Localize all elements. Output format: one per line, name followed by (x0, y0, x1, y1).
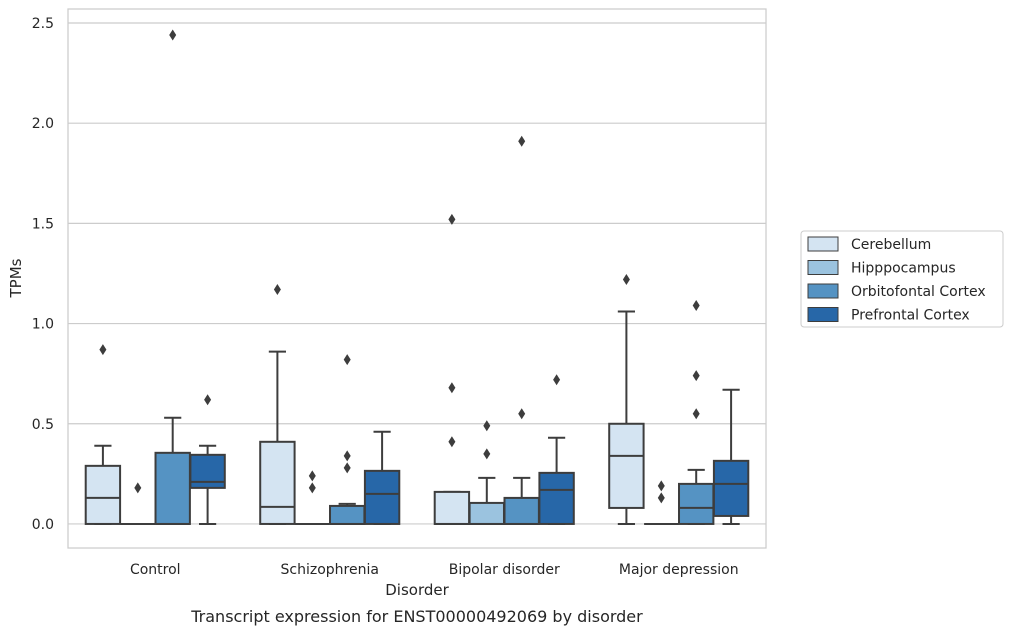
outlier-point (343, 354, 351, 366)
legend-swatch (807, 236, 839, 252)
legend-frame (800, 230, 1004, 328)
box-3-2 (678, 300, 715, 525)
outlier-point (657, 492, 665, 504)
outlier-point (343, 462, 351, 474)
y-tick-label: 0.0 (32, 517, 54, 533)
box-1-0 (259, 284, 296, 525)
outlier-point (99, 344, 107, 356)
outlier-point (622, 274, 630, 286)
legend-swatch (807, 260, 839, 275)
box-body (363, 469, 401, 525)
outlier-point (134, 482, 142, 494)
box-body (84, 464, 122, 525)
outlier-point (483, 448, 491, 460)
legend-label: Orbitofontal Cortex (851, 284, 986, 300)
box-2-1 (468, 420, 505, 525)
box-2-3 (538, 374, 575, 525)
x-tick-label: Major depression (619, 562, 739, 578)
outlier-point (273, 284, 281, 296)
box-body (608, 422, 645, 509)
x-tick-label: Control (130, 562, 181, 578)
x-tick-label: Schizophrenia (281, 562, 379, 578)
box-0-3 (189, 394, 226, 525)
y-tick-label: 0.5 (32, 417, 54, 433)
box-3-3 (712, 388, 750, 525)
legend-label: Prefrontal Cortex (851, 308, 970, 324)
box-3-1 (644, 480, 679, 525)
box-0-2 (154, 29, 191, 525)
outlier-point (692, 408, 700, 420)
box-2-0 (433, 213, 471, 525)
y-tick-label: 1.0 (32, 317, 54, 333)
x-axis-title: Disorder (385, 581, 449, 599)
outlier-point (204, 394, 212, 406)
outlier-point (308, 482, 316, 494)
y-tick-label: 2.5 (32, 16, 54, 32)
outlier-point (343, 450, 351, 462)
box-0-1 (120, 482, 155, 525)
plot-frame (67, 8, 767, 549)
outlier-point (518, 408, 526, 420)
outlier-point (692, 300, 700, 312)
x-axis-ticks: Control Schizophrenia Bipolar disorder Majo… (130, 562, 739, 578)
outlier-point (448, 382, 456, 394)
outlier-point (692, 370, 700, 382)
box-series (84, 29, 750, 525)
box-1-2 (329, 354, 366, 525)
outlier-point (553, 374, 561, 386)
outlier-point (518, 135, 526, 147)
box-1-1 (295, 470, 330, 525)
outlier-point (308, 470, 316, 482)
x-tick-label: Bipolar disorder (449, 562, 560, 578)
box-body (259, 440, 296, 525)
legend-swatch (807, 283, 839, 299)
outlier-point (483, 420, 491, 432)
box-0-0 (84, 344, 122, 525)
y-axis-ticks: 0.0 0.5 1.0 1.5 2.0 2.5 (32, 16, 54, 533)
box-2-2 (503, 135, 540, 525)
chart-caption: Transcript expression for ENST0000049206… (190, 607, 643, 626)
legend-label: Cerebellum (851, 237, 931, 253)
legend-swatch (807, 307, 839, 322)
box-body (538, 471, 575, 525)
box-body (712, 459, 750, 517)
box-body (678, 482, 715, 525)
y-axis-title: TPMs (7, 258, 25, 298)
box-body (189, 453, 226, 489)
box-body (154, 451, 191, 525)
box-body (468, 501, 505, 525)
outlier-point (448, 436, 456, 448)
outlier-point (169, 29, 177, 41)
box-1-3 (363, 430, 401, 525)
y-tick-label: 1.5 (32, 216, 54, 232)
box-3-0 (608, 274, 645, 525)
legend: Cerebellum Hipppocampus Orbitofontal Corte… (800, 230, 1004, 328)
outlier-point (448, 213, 456, 225)
box-body (329, 504, 366, 525)
y-tick-label: 2.0 (32, 116, 54, 132)
legend-label: Hipppocampus (851, 261, 956, 277)
outlier-point (657, 480, 665, 492)
box-body (433, 490, 471, 525)
box-body (503, 496, 540, 525)
